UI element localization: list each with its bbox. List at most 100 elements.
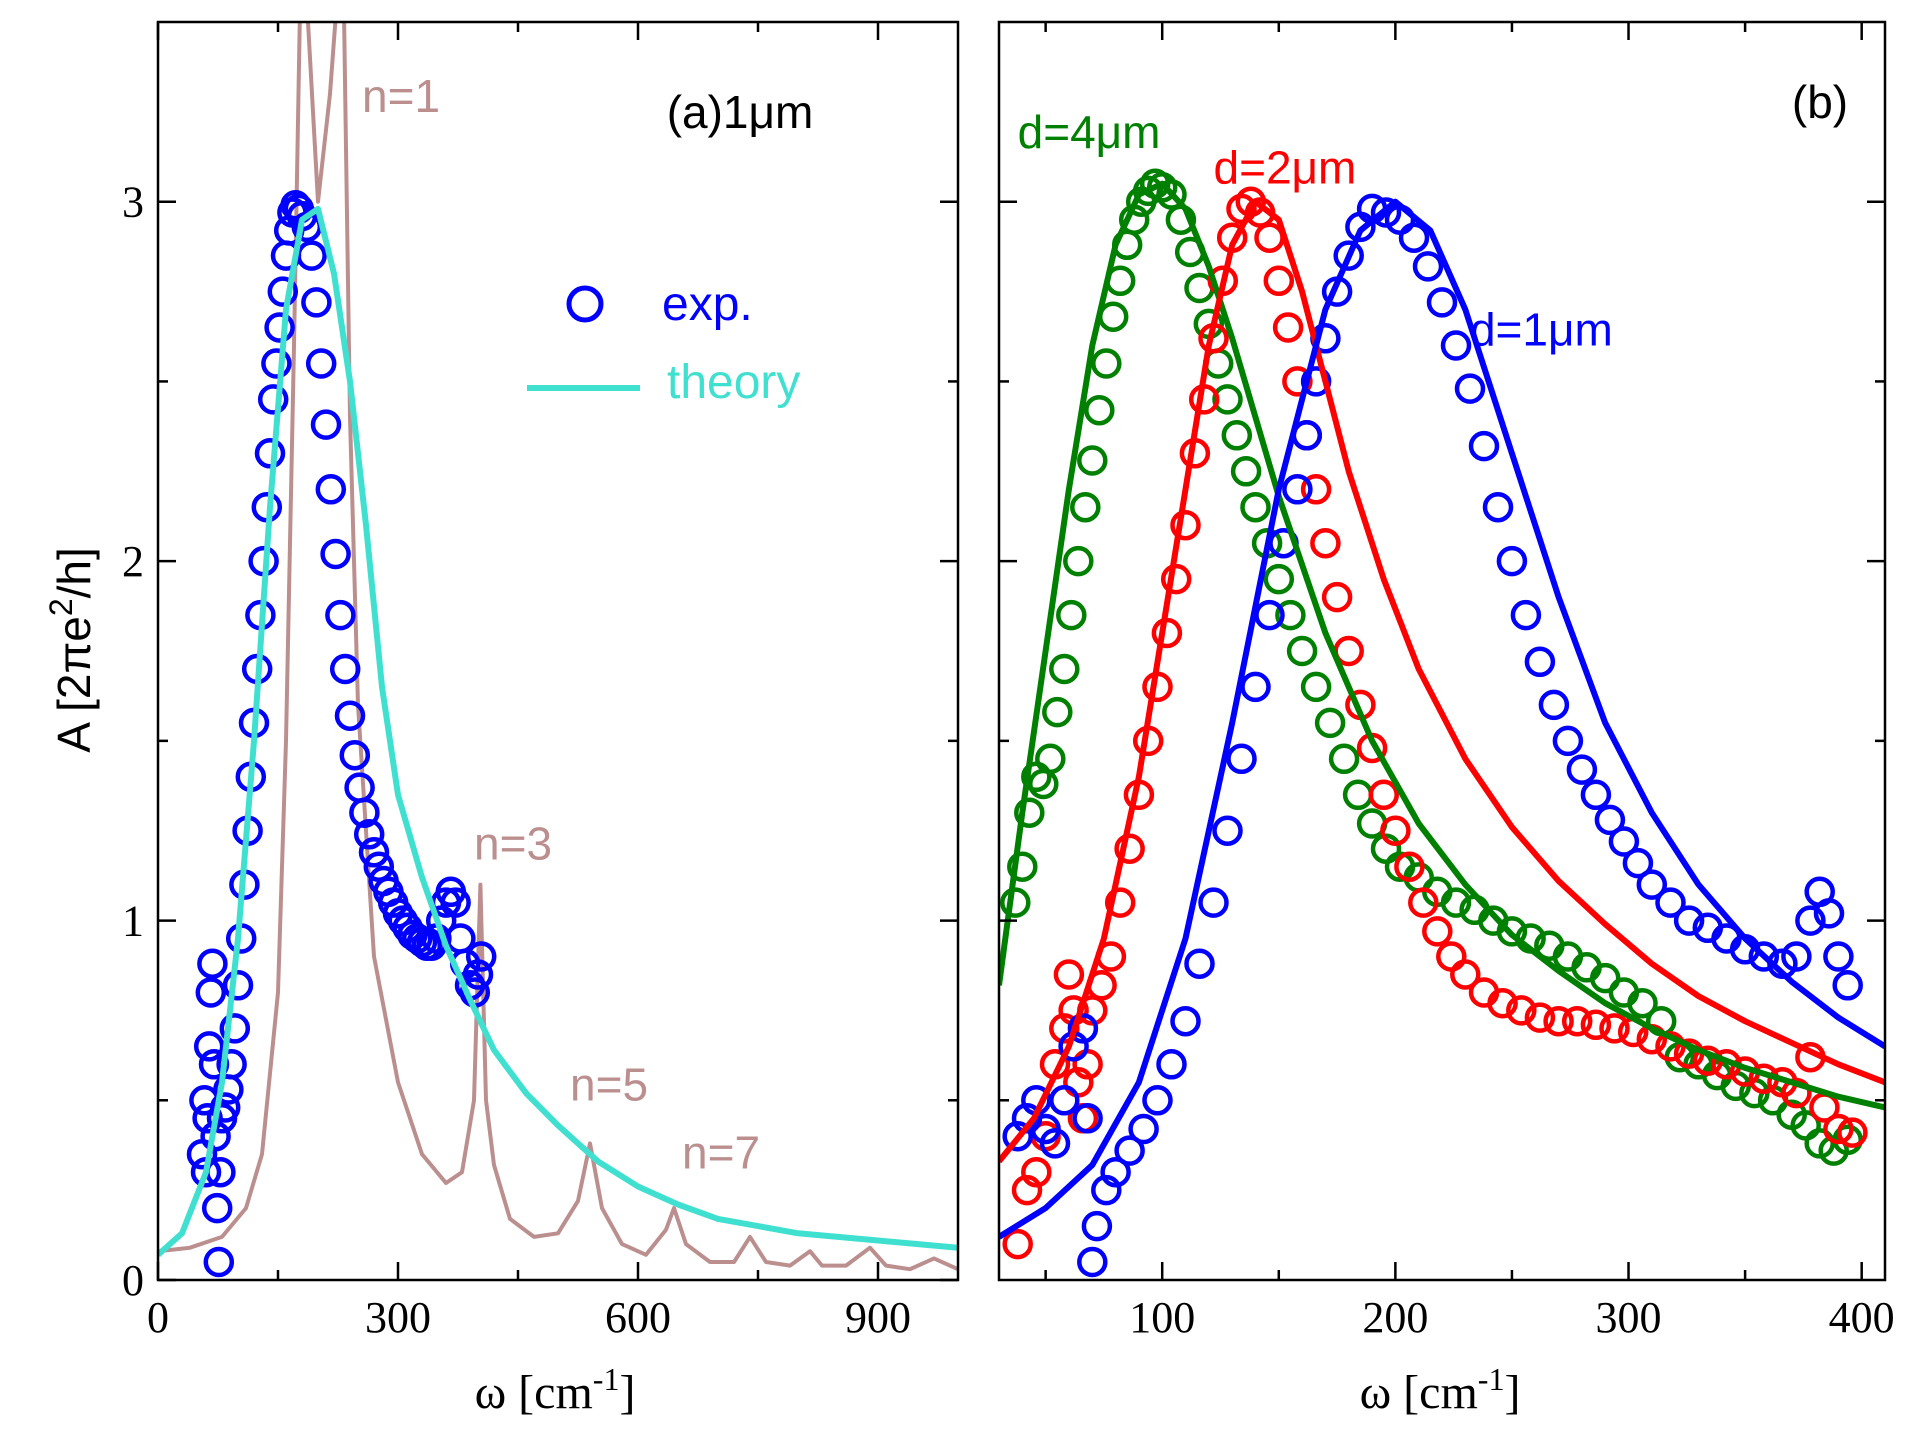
- d4-marker: [1084, 394, 1115, 426]
- d4-marker: [1496, 916, 1528, 947]
- exp-marker: [325, 599, 356, 631]
- d2-marker: [1272, 312, 1304, 343]
- d4-marker: [1042, 696, 1073, 728]
- d2-marker: [1011, 1174, 1043, 1206]
- x-tick-label: 100: [1129, 1293, 1195, 1342]
- x-tick-label: 300: [365, 1293, 431, 1342]
- d4-marker: [1589, 962, 1621, 994]
- d2-marker: [1321, 581, 1353, 613]
- exp-marker: [267, 276, 299, 307]
- d1-marker: [1081, 1210, 1113, 1242]
- exp-marker: [219, 1013, 251, 1044]
- d1-marker: [1067, 1013, 1099, 1044]
- panel-a-ticks: 0 300 600 900 0 1 2 3: [122, 22, 958, 1342]
- d4-marker: [1240, 491, 1271, 523]
- d1-marker: [1333, 240, 1364, 271]
- d1-marker: [1622, 847, 1654, 879]
- exp-marker: [201, 1192, 233, 1224]
- d2-marker: [1487, 987, 1518, 1019]
- d1-marker: [1580, 779, 1612, 811]
- exp-marker: [440, 887, 471, 918]
- d1-marker: [1594, 804, 1626, 836]
- d4-marker: [1300, 671, 1332, 703]
- panel-b-frame: [997, 20, 1887, 1282]
- d4-marker: [1091, 348, 1122, 379]
- d1-marker: [1813, 898, 1845, 929]
- d4-marker: [1342, 779, 1374, 811]
- d2-marker: [1282, 366, 1313, 397]
- d1-marker: [1077, 1246, 1108, 1278]
- d1-marker: [1072, 1103, 1103, 1134]
- exp-marker: [264, 312, 295, 343]
- panel-b: d=4μm d=2μm d=1μm 100 200 300 400 (b) ω [cm-1…: [997, 20, 1895, 1419]
- d1-marker: [1226, 743, 1257, 775]
- d2-marker: [1436, 941, 1467, 972]
- d1-marker: [1282, 474, 1313, 505]
- exp-marker: [349, 797, 380, 828]
- d4-marker: [1035, 743, 1066, 775]
- d4-marker: [1212, 384, 1243, 415]
- d4-marker: [1049, 653, 1080, 685]
- exp-marker: [315, 474, 347, 505]
- d2-marker: [1380, 815, 1411, 846]
- exp-markers: [186, 190, 497, 1278]
- exp-marker: [257, 384, 289, 415]
- x-tick-label: 600: [605, 1293, 671, 1342]
- d2-marker: [1655, 1031, 1686, 1062]
- mode-label: n=3: [474, 817, 552, 869]
- d2-marker: [1543, 1005, 1574, 1037]
- d1-marker: [1482, 491, 1514, 523]
- panel-a-frame: [156, 20, 960, 1282]
- d1-marker: [1538, 689, 1570, 721]
- exp-marker: [193, 1031, 225, 1062]
- d2-marker: [1408, 887, 1439, 918]
- d1-label: d=1μm: [1470, 303, 1613, 355]
- panel-b-label: (b): [1792, 76, 1848, 128]
- d4-marker: [1156, 179, 1187, 210]
- d4-label: d=4μm: [1018, 106, 1161, 158]
- d1-marker: [1636, 869, 1668, 900]
- exp-marker: [344, 772, 375, 803]
- exp-marker: [197, 948, 228, 979]
- panel-a: n=1 n=3 n=5 n=7 0 300 600 900 0 1 2 3 (a)1μm exp. …: [43, 20, 960, 1419]
- d2-marker: [1506, 995, 1537, 1026]
- d2-line: [999, 198, 1885, 1164]
- d4-marker: [1007, 851, 1038, 882]
- x-tick-label: 900: [845, 1293, 911, 1342]
- legend-theory-label: theory: [667, 356, 800, 409]
- legend-exp-marker: [566, 285, 604, 323]
- d2-marker: [1021, 1156, 1052, 1188]
- x-tick-label: 200: [1362, 1293, 1428, 1342]
- d2-marker: [1561, 1005, 1593, 1037]
- exp-marker: [465, 941, 497, 972]
- d1-marker: [1198, 887, 1229, 918]
- d1-marker: [1100, 1156, 1131, 1188]
- exp-marker: [261, 348, 292, 379]
- mode-label: n=5: [570, 1058, 648, 1110]
- d4-line: [999, 180, 1885, 1111]
- d2-marker: [1002, 1228, 1033, 1260]
- d2-marker: [1599, 1013, 1630, 1044]
- panel-a-x-axis-title: ω [cm-1]: [475, 1361, 636, 1419]
- exp-marker: [339, 739, 371, 771]
- d1-marker: [1552, 725, 1584, 757]
- d2-marker: [1422, 916, 1453, 947]
- exp-marker: [209, 1092, 241, 1123]
- exp-marker: [222, 970, 254, 1001]
- exp-marker: [462, 959, 494, 990]
- d2-marker: [1170, 509, 1201, 541]
- d2-marker: [1580, 1009, 1612, 1041]
- d1-marker: [1454, 373, 1486, 404]
- d4-marker: [1627, 987, 1658, 1019]
- d1-marker: [1398, 222, 1430, 253]
- d2-marker: [1781, 1077, 1812, 1109]
- y-tick-label: 0: [122, 1256, 144, 1305]
- d2-label: d=2μm: [1214, 142, 1357, 194]
- d4-marker: [1230, 456, 1262, 487]
- d1-marker: [1781, 941, 1812, 972]
- d2-marker: [1263, 265, 1295, 297]
- d1-marker: [1795, 905, 1826, 936]
- exp-marker: [353, 819, 385, 850]
- d2-marker: [1300, 474, 1332, 505]
- d1-marker: [1440, 330, 1472, 361]
